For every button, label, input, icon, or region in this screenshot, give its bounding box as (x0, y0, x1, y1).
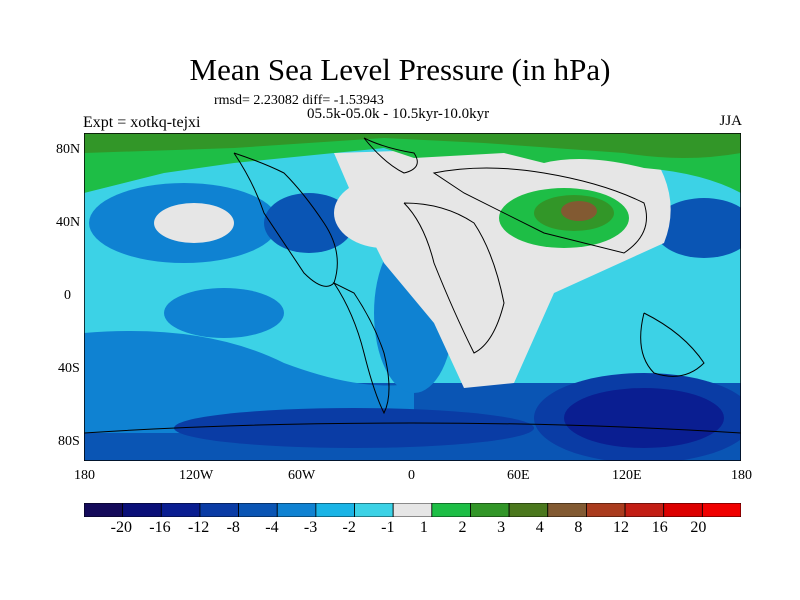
colorbar (84, 503, 741, 517)
colorbar-swatch (431, 503, 471, 517)
antarctic-low (174, 408, 534, 448)
lon-label: 180 (74, 468, 95, 483)
atlantic-neutral (334, 178, 434, 248)
colorbar-swatch (122, 503, 162, 517)
lon-label: 0 (408, 468, 415, 483)
lon-label: 60W (288, 468, 316, 483)
colorbar-swatch (547, 503, 587, 517)
season-label: JJA (719, 113, 742, 129)
colorbar-level-label: 4 (535, 519, 544, 536)
lat-label: 0 (64, 288, 71, 303)
colorbar-swatch (199, 503, 239, 517)
colorbar-level-label: 8 (574, 519, 583, 536)
colorbar-level-label: -16 (149, 519, 171, 536)
colorbar-level-label: -3 (303, 519, 318, 536)
colorbar-level-label: -4 (265, 519, 279, 536)
colorbar-swatch (392, 503, 433, 517)
colorbar-level-label: 1 (419, 519, 428, 536)
colorbar-swatch (276, 503, 317, 517)
colorbar-level-label: 20 (690, 519, 707, 536)
lon-label: 180 (731, 468, 752, 483)
colorbar-swatch (508, 503, 549, 517)
lat-label: 80S (58, 434, 80, 449)
colorbar-level-label: -20 (110, 519, 132, 536)
experiment-label: Expt = xotkq-tejxi (83, 114, 201, 131)
lon-label: 120E (612, 468, 642, 483)
colorbar-swatch (84, 503, 124, 517)
colorbar-level-label: -8 (226, 519, 240, 536)
lon-label: 60E (507, 468, 530, 483)
lat-label: 40S (58, 361, 80, 376)
pressure-map (84, 133, 741, 461)
colorbar-level-label: -12 (187, 519, 210, 536)
colorbar-level-label: 12 (613, 519, 630, 536)
colorbar-swatch (315, 503, 355, 517)
colorbar-level-label: 2 (458, 519, 467, 536)
colorbar-swatch (470, 503, 510, 517)
coastlines (84, 137, 741, 434)
colorbar-swatch (586, 503, 626, 517)
colorbar-swatch (238, 503, 278, 517)
colorbar-swatch (663, 503, 703, 517)
chart-title: Mean Sea Level Pressure (in hPa) (189, 52, 611, 87)
north-atlantic-low (264, 193, 354, 253)
stats-text: rmsd= 2.23082 diff= -1.53943 (214, 93, 384, 108)
colorbar-swatch (160, 503, 201, 517)
colorbar-level-label: -2 (342, 519, 356, 536)
colorbar-level-label: 3 (497, 519, 506, 536)
south-pacific-low (84, 331, 414, 433)
lat-label: 80N (56, 142, 81, 157)
lat-label: 40N (56, 215, 81, 230)
lon-label: 120W (179, 468, 214, 483)
colorbar-swatch (701, 503, 741, 517)
period-text: 05.5k-05.0k - 10.5kyr-10.0kyr (307, 106, 490, 122)
colorbar-swatch (354, 503, 394, 517)
colorbar-level-label: -1 (381, 519, 395, 536)
colorbar-level-label: 16 (651, 519, 668, 536)
colorbar-swatch (624, 503, 665, 517)
